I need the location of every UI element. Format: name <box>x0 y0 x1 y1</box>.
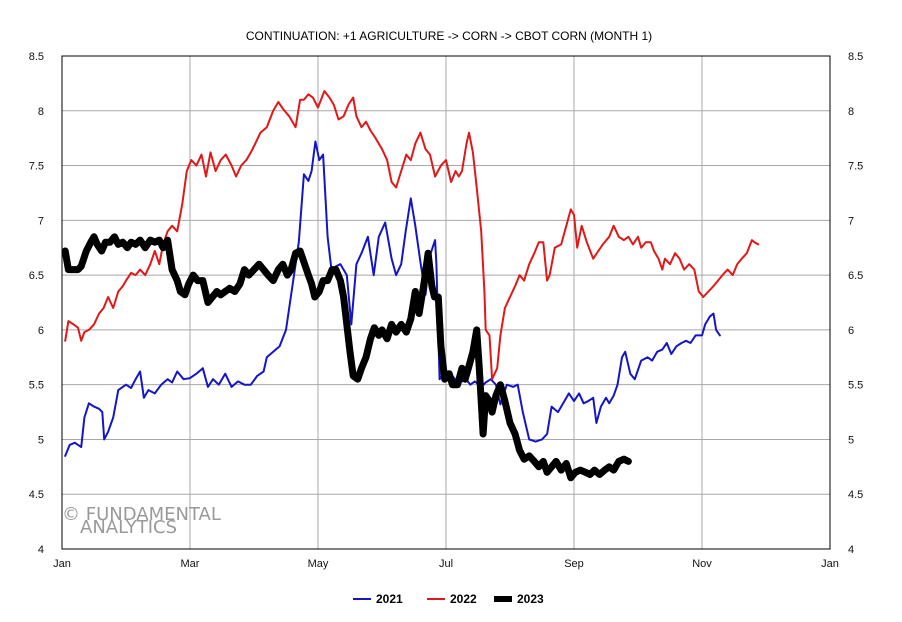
y-tick-label-right: 4 <box>848 544 854 556</box>
x-tick-label: Nov <box>692 558 712 570</box>
series-line-2023 <box>61 233 632 482</box>
legend: 2021 2022 2023 <box>353 592 544 606</box>
y-axis-right: 4 4.5 5 5.5 6 6.5 7 7.5 8 8.5 <box>848 51 863 556</box>
legend-label-2021: 2021 <box>376 592 403 606</box>
y-tick-label-left: 8 <box>38 106 44 118</box>
x-axis: Jan Mar May Jul Sep Nov Jan <box>53 558 839 570</box>
x-tick-label: Jan <box>53 558 71 570</box>
series-lines <box>61 90 760 482</box>
y-tick-label-right: 5.5 <box>848 380 863 392</box>
x-tick-label: Jan <box>821 558 839 570</box>
y-tick-label-left: 6 <box>38 325 44 337</box>
y-tick-label-left: 4.5 <box>29 489 44 501</box>
y-tick-label-left: 6.5 <box>29 270 44 282</box>
watermark-line1: © FUNDAMENTAL <box>62 504 221 525</box>
y-tick-label-right: 7 <box>848 215 854 227</box>
y-axis-left: 4 4.5 5 5.5 6 6.5 7 7.5 8 8.5 <box>29 51 44 556</box>
x-tick-label: Sep <box>564 558 584 570</box>
watermark-line2: ANALYTICS <box>80 517 177 538</box>
series-line-2022 <box>64 90 760 381</box>
y-tick-label-right: 7.5 <box>848 161 863 173</box>
plot-frame <box>61 55 831 550</box>
y-tick-label-right: 6 <box>848 325 854 337</box>
y-tick-label-left: 7.5 <box>29 161 44 173</box>
y-tick-label-left: 8.5 <box>29 51 44 63</box>
y-tick-label-right: 8.5 <box>848 51 863 63</box>
y-tick-label-right: 8 <box>848 106 854 118</box>
x-tick-label: Jul <box>439 558 453 570</box>
x-tick-label: May <box>308 558 329 570</box>
chart-title: CONTINUATION: +1 AGRICULTURE -> CORN -> … <box>246 29 652 43</box>
y-tick-label-right: 5 <box>848 434 854 446</box>
y-tick-label-left: 5.5 <box>29 380 44 392</box>
watermark: © FUNDAMENTAL ANALYTICS <box>62 504 221 538</box>
legend-label-2022: 2022 <box>450 592 477 606</box>
y-tick-label-left: 5 <box>38 434 44 446</box>
y-tick-label-left: 7 <box>38 215 44 227</box>
y-tick-label-right: 4.5 <box>848 489 863 501</box>
series-line-2021 <box>64 140 721 457</box>
y-tick-label-right: 6.5 <box>848 270 863 282</box>
x-tick-label: Mar <box>181 558 200 570</box>
grid <box>61 55 831 550</box>
y-tick-label-left: 4 <box>38 544 44 556</box>
legend-label-2023: 2023 <box>517 592 544 606</box>
